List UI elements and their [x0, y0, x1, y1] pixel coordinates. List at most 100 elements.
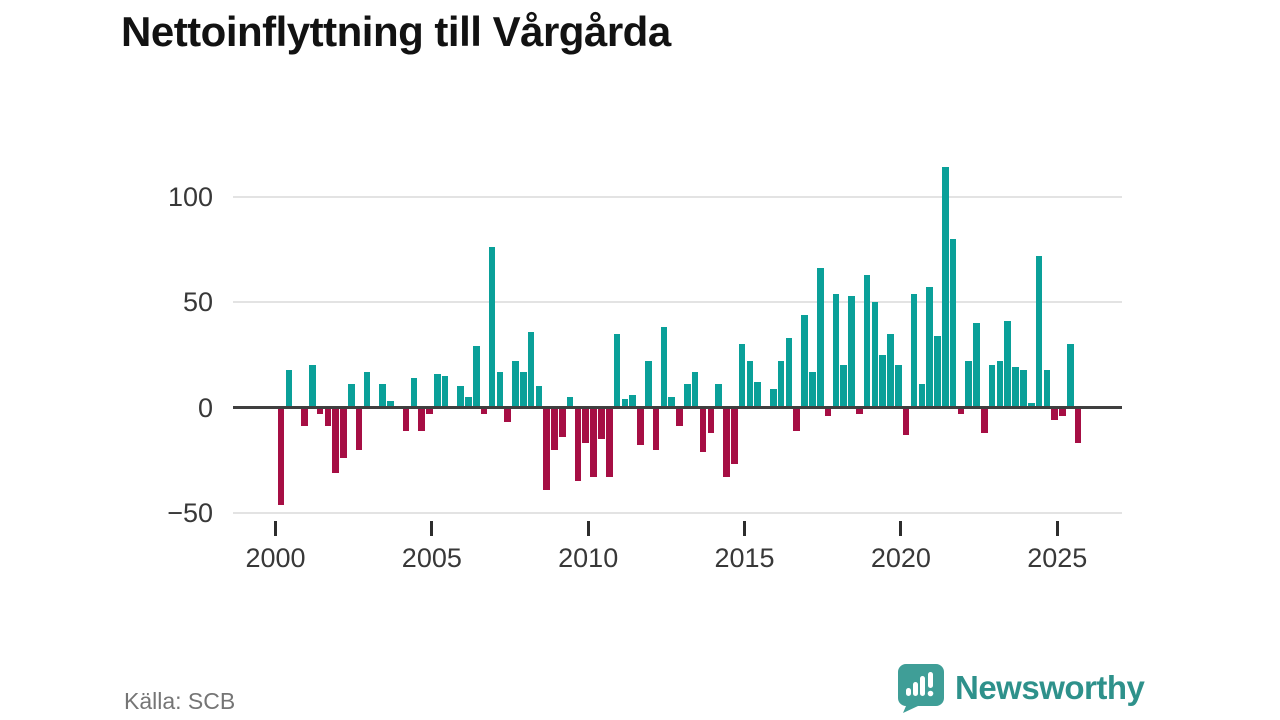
- bar: [941, 166, 949, 408]
- x-axis-tick: [430, 521, 434, 536]
- bar: [1059, 407, 1066, 416]
- bar: [699, 407, 707, 452]
- bar: [1035, 255, 1043, 408]
- bar: [652, 407, 660, 450]
- bar: [480, 407, 488, 414]
- gridline: [233, 301, 1122, 303]
- bar: [871, 302, 879, 408]
- bar: [332, 407, 339, 473]
- x-axis-tick-label: 2000: [245, 543, 306, 573]
- bar: [832, 293, 840, 408]
- gridline: [233, 195, 1122, 198]
- bar: [691, 371, 699, 408]
- bar: [379, 384, 386, 408]
- bar: [613, 333, 621, 408]
- bar: [973, 323, 980, 408]
- bar: [355, 407, 363, 450]
- bar: [965, 361, 972, 408]
- bar: [535, 386, 543, 408]
- x-axis-tick: [899, 521, 903, 536]
- bar: [824, 407, 832, 416]
- bar: [551, 407, 558, 450]
- x-axis-zero-line: [233, 406, 1122, 409]
- bar: [730, 407, 738, 465]
- x-axis-tick: [274, 521, 277, 536]
- bar: [457, 386, 465, 408]
- bar: [934, 335, 941, 408]
- bar: [308, 365, 316, 408]
- bar: [285, 369, 293, 408]
- x-axis-tick-label: 2010: [558, 543, 619, 573]
- bar: [473, 346, 480, 408]
- bar: [387, 401, 394, 408]
- bar: [543, 407, 550, 490]
- bar: [809, 371, 816, 408]
- bar: [1067, 344, 1074, 408]
- bar: [848, 295, 855, 408]
- bar: [668, 396, 676, 408]
- bar: [910, 293, 918, 408]
- bar: [785, 337, 793, 408]
- bar: [856, 407, 863, 414]
- y-axis-tick-label: −50: [167, 498, 213, 528]
- bar: [434, 373, 441, 408]
- x-axis-tick-label: 2020: [870, 543, 931, 573]
- bar: [684, 384, 691, 408]
- bar: [465, 396, 472, 408]
- bar: [660, 327, 668, 408]
- x-axis-tick-label: 2015: [714, 543, 775, 573]
- bar: [902, 407, 910, 435]
- x-axis-tick-label: 2005: [401, 543, 462, 573]
- source-note: Källa: SCB: [124, 688, 236, 714]
- bar: [949, 238, 957, 408]
- bar: [621, 399, 629, 408]
- bar: [1074, 407, 1082, 444]
- bar: [426, 407, 433, 414]
- bar: [926, 287, 933, 408]
- bar: [957, 407, 965, 414]
- bar: [574, 407, 582, 482]
- bar: [324, 407, 332, 427]
- bar: [801, 314, 808, 408]
- bar: [605, 407, 613, 478]
- bar: [981, 407, 988, 433]
- bar: [887, 333, 894, 408]
- bar: [519, 371, 527, 408]
- newsworthy-logo: Newsworthy: [896, 662, 1145, 714]
- gridline: [233, 512, 1122, 514]
- bar: [590, 407, 597, 478]
- bar: [1027, 403, 1035, 408]
- bar: [723, 407, 730, 478]
- y-axis-tick-label: 50: [182, 287, 213, 317]
- bar: [879, 354, 887, 408]
- bar: [1051, 407, 1058, 421]
- chart-title: Nettoinflyttning till Vårgårda: [121, 8, 671, 55]
- bar: [793, 407, 801, 431]
- bar: [441, 375, 449, 408]
- bar: [707, 407, 715, 433]
- bar: [1012, 367, 1019, 408]
- bar: [840, 365, 847, 408]
- bar: [277, 407, 285, 505]
- bar: [488, 247, 496, 408]
- bar: [738, 344, 746, 408]
- y-axis-tick-label: 100: [167, 181, 213, 212]
- x-axis-tick: [743, 521, 747, 536]
- bar: [996, 361, 1004, 408]
- bar: [1020, 369, 1027, 408]
- bar: [418, 407, 425, 431]
- newsworthy-logo-text: Newsworthy: [955, 669, 1145, 706]
- bar: [559, 407, 566, 438]
- bar: [863, 274, 871, 408]
- bar: [816, 268, 824, 408]
- bar: [918, 384, 926, 408]
- bar: [410, 377, 418, 408]
- bar: [1004, 320, 1012, 408]
- bar: [527, 331, 535, 408]
- x-axis-tick: [1055, 521, 1059, 536]
- bar: [1043, 369, 1051, 408]
- bar: [598, 407, 605, 440]
- speech-bubble-bar-chart-icon: [896, 662, 944, 714]
